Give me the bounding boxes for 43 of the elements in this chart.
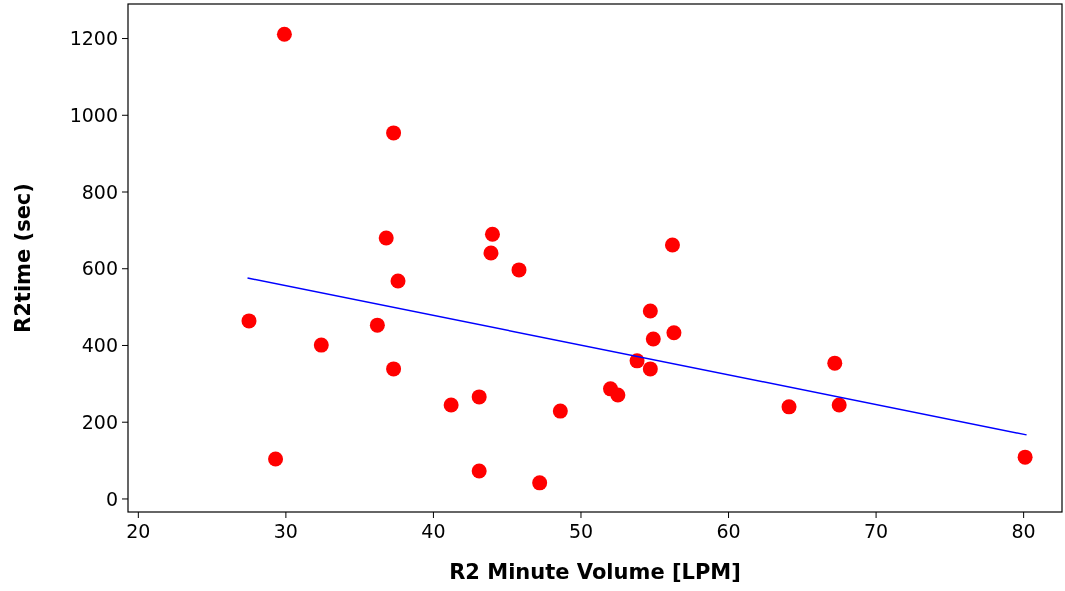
point (666, 325, 682, 341)
y-tick-label: 800 (81, 180, 118, 203)
y-tick-label: 1000 (69, 103, 118, 126)
x-tick-label: 50 (568, 520, 594, 542)
point (386, 125, 402, 141)
point (781, 399, 797, 415)
point (378, 230, 394, 246)
point (642, 361, 658, 377)
point (610, 387, 626, 403)
x-axis-title: R2 Minute Volume [LPM] (449, 560, 741, 584)
point (552, 403, 568, 419)
y-tick-label: 1200 (69, 27, 118, 50)
point (484, 226, 500, 242)
y-tick-label: 400 (81, 334, 118, 357)
point (241, 313, 257, 329)
point (443, 397, 459, 413)
point (664, 237, 680, 253)
x-tick-label: 20 (126, 520, 151, 542)
point (532, 475, 548, 491)
point (471, 389, 487, 405)
point (642, 303, 658, 319)
point (471, 463, 487, 479)
point (511, 262, 527, 278)
x-tick-label: 70 (863, 520, 889, 542)
point (645, 331, 661, 347)
point (390, 273, 406, 289)
y-axis-title: R2time (sec) (11, 183, 35, 333)
point (827, 355, 843, 371)
y-tick-label: 0 (105, 487, 118, 510)
x-tick-label: 80 (1011, 520, 1036, 542)
point (276, 26, 292, 42)
y-tick-label: 600 (81, 257, 118, 280)
point (369, 317, 385, 333)
x-tick-label: 30 (273, 520, 298, 542)
y-tick-label: 200 (81, 410, 118, 433)
point (831, 397, 847, 413)
x-tick-label: 60 (716, 520, 741, 542)
point (1017, 449, 1033, 465)
point (386, 361, 402, 377)
x-tick-label: 40 (421, 520, 446, 542)
point (268, 451, 284, 467)
point (313, 337, 329, 353)
point (483, 245, 499, 261)
